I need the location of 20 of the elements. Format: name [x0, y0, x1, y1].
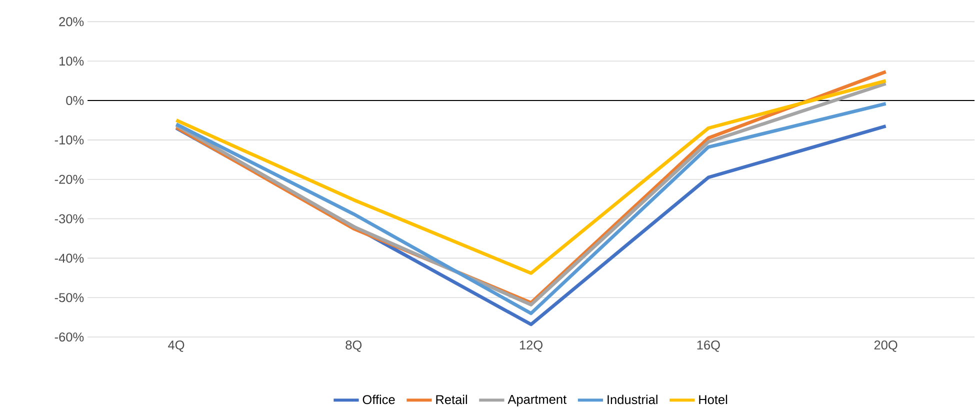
y-tick-label: -20%	[54, 174, 84, 184]
legend-label: Hotel	[699, 394, 728, 404]
x-tick-label: 8Q	[346, 340, 362, 352]
x-tick-label: 12Q	[520, 340, 542, 352]
y-tick-label: 10%	[60, 56, 84, 66]
legend-label: Apartment	[508, 395, 566, 407]
legend-label: Office	[362, 394, 395, 404]
y-tick-label: -60%	[54, 332, 84, 342]
x-tick-label: 4Q	[168, 340, 184, 352]
x-tick-label: 16Q	[697, 340, 720, 352]
y-tick-label: -10%	[54, 135, 84, 145]
x-tick-label: 20Q	[874, 340, 898, 352]
y-tick-label: 20%	[59, 17, 84, 26]
y-tick-label: -30%	[54, 214, 84, 224]
line-series	[174, 79, 888, 275]
y-tick-label: -50%	[54, 293, 84, 302]
y-tick-label: 0%	[66, 96, 84, 106]
y-tick-label: -40%	[54, 254, 84, 263]
legend-label: Industrial	[608, 394, 658, 404]
legend-label: Retail	[436, 394, 467, 404]
